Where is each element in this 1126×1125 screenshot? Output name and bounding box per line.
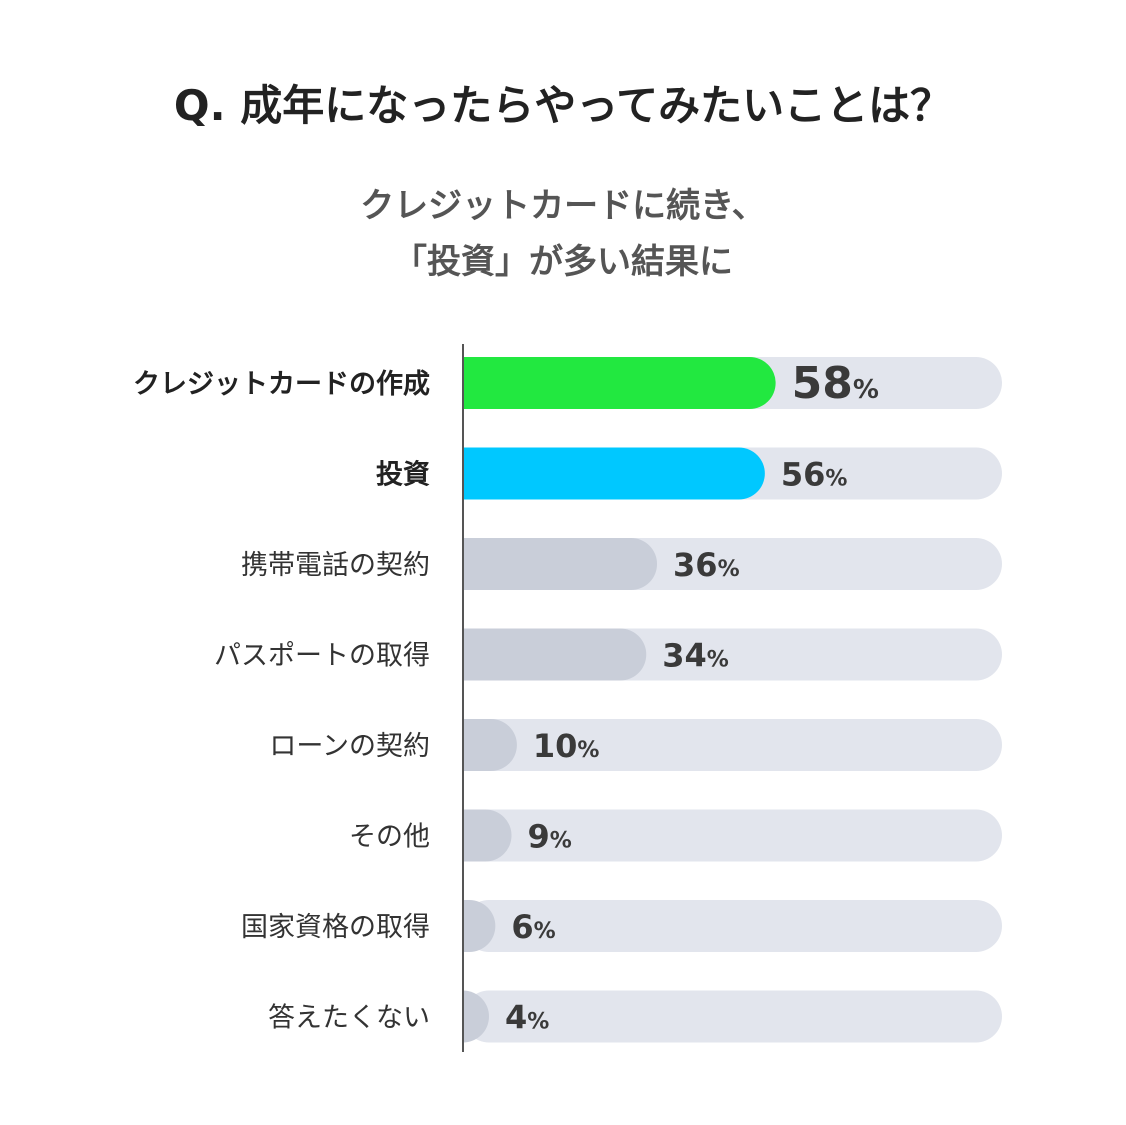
value-number: 36 bbox=[673, 546, 718, 584]
bar bbox=[463, 357, 776, 409]
value-label: 6% bbox=[511, 908, 555, 946]
value-percent: % bbox=[825, 467, 847, 492]
chart-title: Q. 成年になったらやってみたいことは？ bbox=[173, 81, 953, 130]
bar bbox=[463, 990, 490, 1043]
bar bbox=[463, 809, 512, 862]
category-label: 答えたくない bbox=[268, 1003, 430, 1034]
value-label: 9% bbox=[528, 818, 572, 856]
value-number: 10 bbox=[533, 727, 578, 765]
bars-layer bbox=[463, 357, 1002, 1043]
category-label: その他 bbox=[349, 822, 430, 853]
value-number: 58 bbox=[792, 358, 853, 409]
category-label: 携帯電話の契約 bbox=[241, 550, 430, 581]
value-label: 58% bbox=[792, 358, 879, 409]
value-number: 9 bbox=[528, 818, 550, 856]
category-label: 国家資格の取得 bbox=[241, 912, 430, 943]
value-label: 10% bbox=[533, 727, 600, 765]
bar bbox=[463, 719, 517, 771]
value-percent: % bbox=[853, 375, 879, 405]
value-label: 4% bbox=[505, 999, 549, 1037]
value-percent: % bbox=[718, 557, 740, 582]
bar bbox=[463, 538, 658, 590]
value-label: 34% bbox=[662, 637, 729, 675]
category-labels: クレジットカードの作成投資携帯電話の契約パスポートの取得ローンの契約その他国家資… bbox=[133, 369, 430, 1034]
bar bbox=[463, 447, 765, 500]
value-percent: % bbox=[527, 1010, 549, 1035]
value-label: 36% bbox=[673, 546, 740, 584]
category-label: クレジットカードの作成 bbox=[133, 369, 430, 400]
bar bbox=[463, 628, 647, 681]
category-label: パスポートの取得 bbox=[214, 641, 430, 672]
value-number: 56 bbox=[781, 456, 826, 494]
bar-track bbox=[463, 990, 1002, 1043]
subtitle-line-1: クレジットカードに続き、 bbox=[360, 186, 766, 226]
bar-track bbox=[463, 900, 1002, 952]
subtitle-line-2: 「投資」が多い結果に bbox=[393, 242, 733, 282]
chart-subtitle: クレジットカードに続き、 「投資」が多い結果に bbox=[0, 178, 1126, 290]
value-label: 56% bbox=[781, 456, 848, 494]
category-label: ローンの契約 bbox=[269, 731, 430, 762]
bar bbox=[463, 900, 496, 952]
value-percent: % bbox=[550, 829, 572, 854]
value-labels: 58%56%36%34%10%9%6%4% bbox=[505, 358, 879, 1037]
value-percent: % bbox=[707, 648, 729, 673]
value-number: 6 bbox=[511, 908, 533, 946]
value-percent: % bbox=[534, 919, 556, 944]
bar-track bbox=[463, 809, 1002, 862]
value-percent: % bbox=[577, 738, 599, 763]
value-number: 34 bbox=[662, 637, 707, 675]
value-number: 4 bbox=[505, 999, 527, 1037]
category-label: 投資 bbox=[376, 460, 430, 491]
bar-track bbox=[463, 719, 1002, 771]
